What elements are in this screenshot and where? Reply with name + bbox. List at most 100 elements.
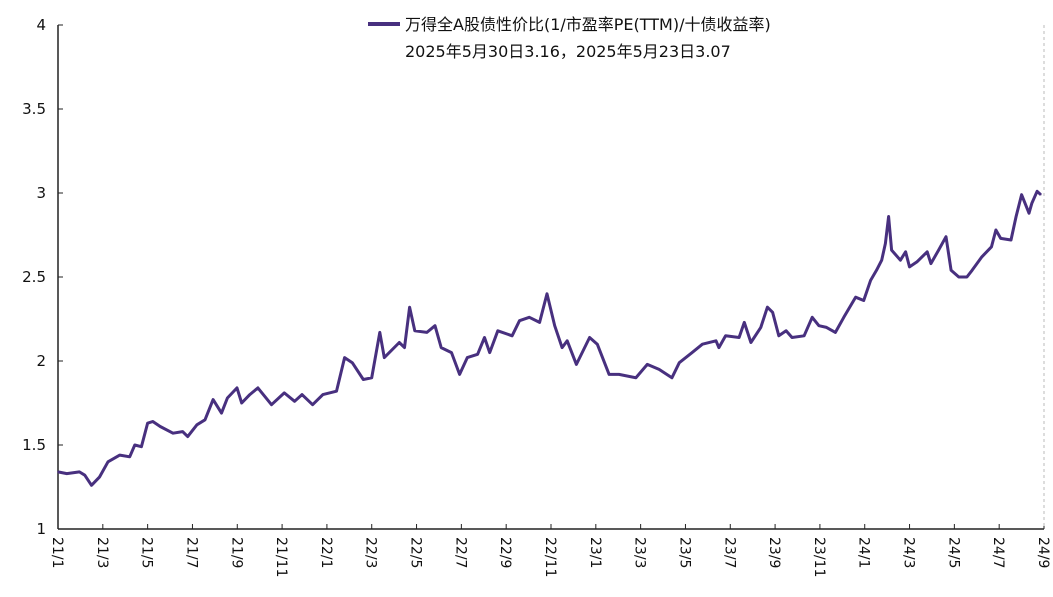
legend-entry: 万得全A股债性价比(1/市盈率PE(TTM)/十债收益率) [405, 15, 771, 34]
y-axis: 1 1.5 2 2.5 3 3.5 4 [22, 16, 63, 538]
x-tick-label: 23/1 [587, 537, 603, 568]
x-tick-label: 21/3 [94, 537, 110, 568]
data-point [803, 335, 805, 337]
data-point [777, 335, 780, 337]
data-point [1015, 215, 1017, 218]
data-point [181, 430, 184, 433]
data-point [1039, 193, 1042, 196]
data-point [834, 331, 837, 334]
data-point [575, 363, 578, 366]
x-tick-label: 21/7 [183, 537, 199, 568]
data-point [890, 249, 893, 251]
data-point [212, 398, 214, 401]
data-point [196, 424, 198, 426]
data-point [930, 262, 932, 265]
x-tick-label: 22/11 [542, 537, 558, 577]
data-point [370, 377, 373, 379]
data-point [950, 269, 952, 272]
data-point [528, 316, 531, 319]
data-point [724, 335, 727, 337]
x-tick-label: 22/3 [363, 537, 379, 568]
data-point [750, 341, 752, 344]
data-point [66, 472, 68, 475]
data-point [990, 245, 993, 248]
data-point [78, 471, 81, 473]
x-tick-label: 24/1 [856, 537, 872, 568]
data-point [408, 306, 411, 309]
data-point [98, 476, 101, 478]
data-point [957, 276, 960, 278]
x-tick-label: 21/5 [139, 537, 155, 568]
data-point [236, 387, 238, 389]
data-point [322, 393, 324, 396]
data-point [476, 353, 479, 356]
data-point [791, 336, 793, 339]
data-point [518, 319, 521, 322]
data-point [511, 335, 513, 337]
data-point [875, 269, 878, 272]
data-point [825, 326, 828, 329]
x-tick-label: 23/9 [766, 537, 782, 568]
data-point [118, 454, 121, 456]
data-point [945, 235, 947, 238]
data-point [671, 377, 673, 379]
data-point [146, 422, 149, 424]
x-tick-label: 24/7 [990, 537, 1006, 568]
x-tick-label: 24/3 [901, 537, 917, 568]
x-tick-label: 23/7 [721, 537, 737, 568]
data-point [383, 356, 386, 359]
series-line [57, 189, 1042, 487]
data-point [249, 393, 251, 396]
data-point [1010, 239, 1012, 241]
series-group [57, 189, 1042, 487]
data-point [862, 299, 865, 302]
x-tick-label: 21/9 [228, 537, 244, 568]
data-point [916, 261, 918, 263]
data-point [84, 474, 86, 477]
data-point [450, 351, 453, 354]
data-point [301, 393, 303, 396]
data-point [999, 237, 1002, 240]
x-tick-label: 24/9 [1035, 537, 1051, 568]
data-point [483, 336, 486, 339]
data-point [608, 373, 610, 376]
data-point [743, 321, 746, 324]
x-tick-label: 23/5 [676, 537, 692, 568]
data-point [658, 368, 660, 371]
data-point [618, 373, 620, 376]
data-point [538, 321, 541, 324]
legend-note: 2025年5月30日3.16，2025年5月23日3.07 [405, 42, 731, 61]
x-tick-label: 21/1 [49, 537, 65, 568]
data-point [335, 390, 338, 393]
y-tick-label: 1.5 [22, 436, 46, 454]
x-tick-label: 23/11 [811, 537, 827, 577]
x-tick-label: 21/11 [273, 537, 289, 577]
data-point [458, 373, 461, 376]
data-point [553, 324, 556, 327]
data-point [899, 259, 902, 262]
y-tick-label: 2.5 [22, 268, 46, 286]
data-point [971, 269, 973, 272]
legend: 万得全A股债性价比(1/市盈率PE(TTM)/十债收益率) 2025年5月30日… [368, 15, 771, 61]
data-point [738, 336, 740, 339]
data-point [488, 351, 491, 354]
data-point [283, 392, 286, 394]
data-point [546, 293, 548, 295]
data-point [107, 461, 109, 463]
y-tick-label: 2 [36, 352, 46, 370]
data-point [128, 455, 131, 458]
data-point [172, 432, 174, 435]
y-tick-label: 3.5 [22, 100, 46, 118]
data-point [937, 249, 940, 251]
data-point [362, 378, 365, 381]
data-point [880, 259, 883, 262]
x-tick-label: 24/5 [945, 537, 961, 568]
data-point [635, 377, 637, 379]
data-point [90, 484, 93, 487]
data-point [403, 346, 406, 349]
data-point [1031, 202, 1033, 204]
data-point [766, 306, 769, 309]
data-point [904, 251, 907, 253]
data-point [379, 331, 381, 334]
